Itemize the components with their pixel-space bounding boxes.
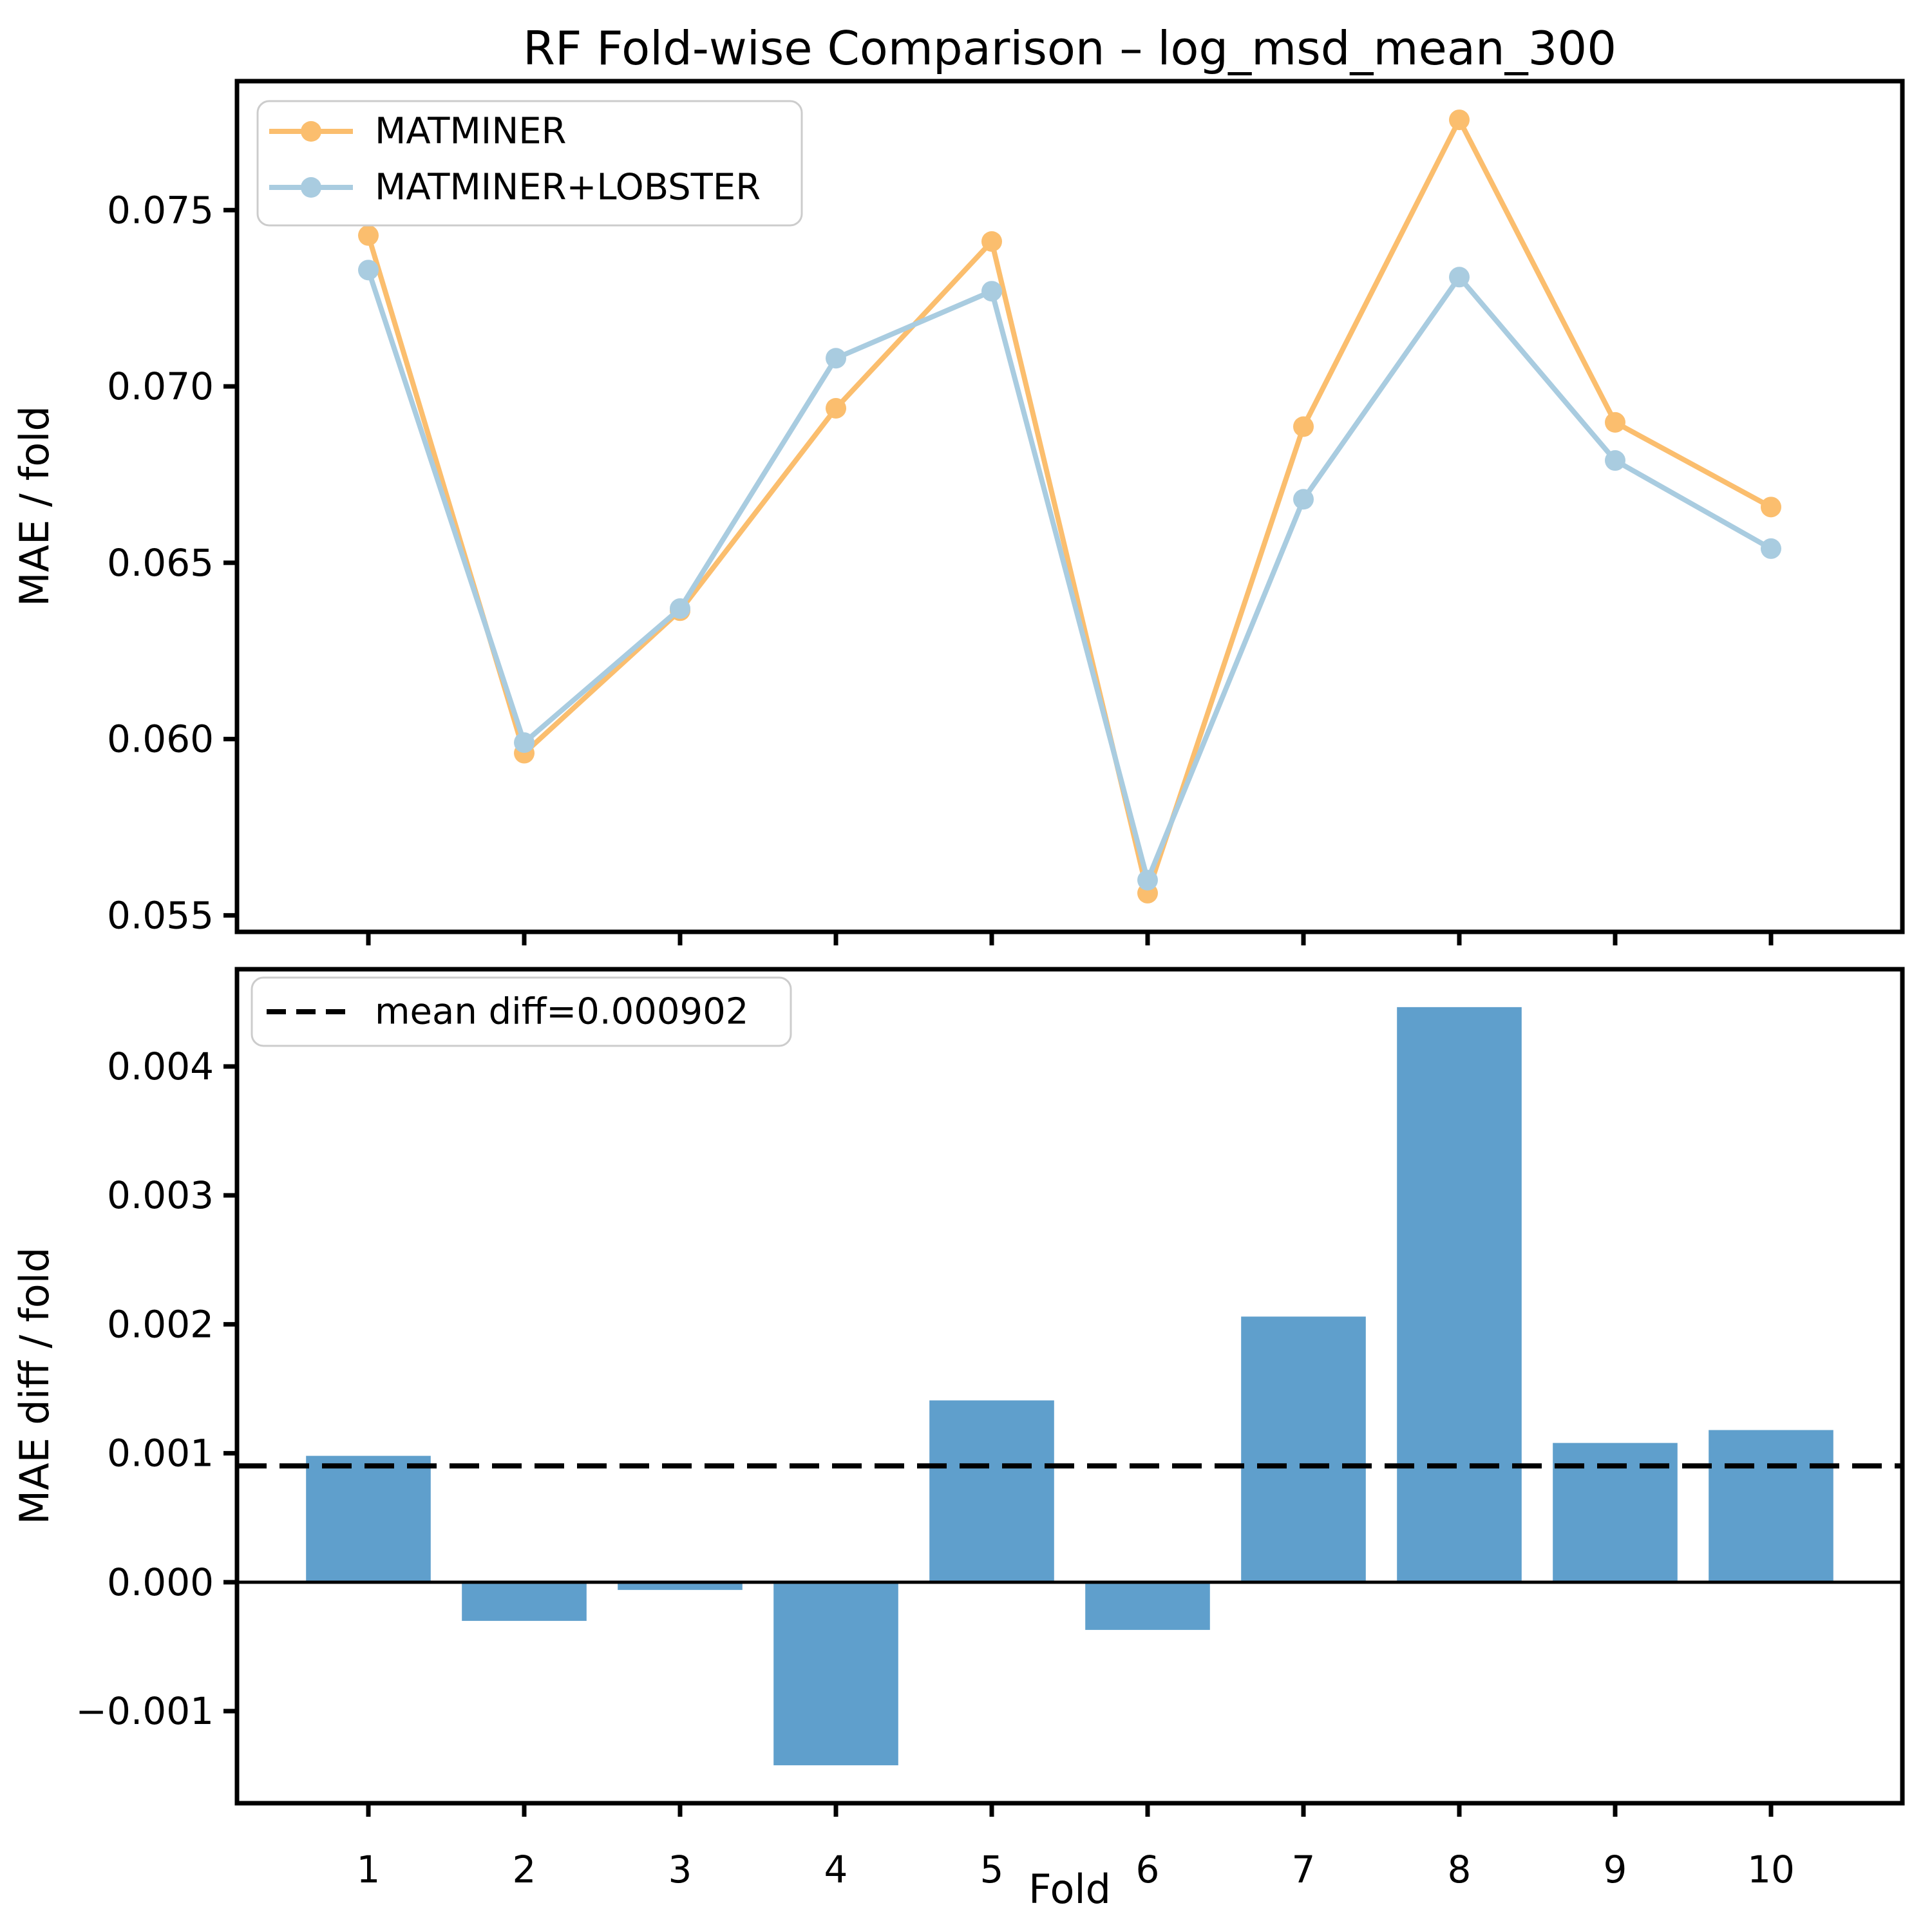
top-y-tick-label: 0.065	[107, 541, 214, 585]
top-line-chart: 0.055 0.060 0.065 0.070 0.075 MATMINER MATMI…	[11, 81, 1902, 945]
point-matminer+lobster-fold-10	[1761, 538, 1781, 559]
chart-title: RF Fold-wise Comparison – log_msd_mean_3…	[523, 21, 1616, 75]
x-tick-label-fold-1: 1	[357, 1848, 381, 1891]
point-matminer-fold-9	[1605, 412, 1625, 433]
diff-bar-fold-7	[1241, 1316, 1366, 1582]
point-matminer+lobster-fold-2	[514, 732, 535, 753]
top-plot-area: 0.055 0.060 0.065 0.070 0.075	[107, 109, 1781, 945]
bottom-legend: mean diff=0.000902	[252, 978, 791, 1046]
legend-label-lobster: MATMINER+LOBSTER	[375, 167, 761, 209]
x-tick-label-fold-5: 5	[980, 1848, 1004, 1891]
bottom-y-tick-label: −0.001	[75, 1689, 214, 1733]
point-matminer-fold-1	[358, 225, 379, 246]
diff-bar-fold-10	[1709, 1430, 1833, 1582]
point-matminer-fold-7	[1293, 416, 1314, 437]
legend-label-mean-diff: mean diff=0.000902	[375, 991, 748, 1033]
diff-bar-fold-8	[1397, 1007, 1522, 1582]
top-y-tick-label: 0.075	[107, 188, 214, 232]
bottom-axes-border	[237, 969, 1902, 1803]
bottom-y-tick-label: 0.004	[107, 1045, 214, 1088]
point-matminer+lobster-fold-1	[358, 260, 379, 280]
bottom-y-tick-label: 0.001	[107, 1432, 214, 1475]
x-tick-label-fold-4: 4	[824, 1848, 848, 1891]
point-matminer+lobster-fold-4	[826, 348, 846, 368]
x-tick-label-fold-2: 2	[513, 1848, 536, 1891]
top-y-tick-label: 0.055	[107, 893, 214, 937]
diff-bar-fold-5	[929, 1401, 1054, 1582]
diff-bar-fold-2	[462, 1582, 587, 1621]
x-axis-label: Fold	[1028, 1866, 1111, 1913]
x-tick-label-fold-6: 6	[1136, 1848, 1160, 1891]
point-matminer+lobster-fold-3	[670, 598, 690, 619]
point-matminer-fold-5	[981, 231, 1002, 252]
point-matminer-fold-10	[1761, 497, 1781, 517]
x-tick-label-fold-10: 10	[1747, 1848, 1795, 1891]
bottom-y-axis-label: MAE diff / fold	[11, 1247, 58, 1525]
figure: RF Fold-wise Comparison – log_msd_mean_3…	[0, 0, 1932, 1932]
top-y-axis-label: MAE / fold	[11, 406, 58, 607]
bottom-bar-chart: −0.001 0.000 0.001 0.002 0.003 0.004 1 2 3 4 5 6 7 8 9…	[11, 969, 1902, 1913]
line-series-matminer	[368, 120, 1771, 893]
top-y-tick-label: 0.060	[107, 717, 214, 761]
top-y-tick-label: 0.070	[107, 365, 214, 408]
x-tick-label-fold-8: 8	[1448, 1848, 1472, 1891]
diff-bar-fold-1	[306, 1456, 431, 1582]
legend-marker-lobster	[301, 177, 321, 198]
bottom-y-tick-label: 0.000	[107, 1560, 214, 1604]
diff-bar-fold-6	[1085, 1582, 1210, 1630]
bottom-y-tick-label: 0.002	[107, 1302, 214, 1346]
point-matminer+lobster-fold-6	[1137, 870, 1158, 891]
diff-bar-fold-4	[773, 1582, 898, 1765]
chart-canvas: RF Fold-wise Comparison – log_msd_mean_3…	[0, 0, 1932, 1932]
x-tick-label-fold-9: 9	[1604, 1848, 1627, 1891]
x-tick-label-fold-3: 3	[668, 1848, 692, 1891]
legend-label-matminer: MATMINER	[375, 111, 567, 153]
point-matminer-fold-8	[1449, 109, 1470, 130]
bottom-y-tick-label: 0.003	[107, 1173, 214, 1217]
point-matminer+lobster-fold-8	[1449, 267, 1470, 287]
point-matminer+lobster-fold-9	[1605, 450, 1625, 471]
bottom-plot-area: −0.001 0.000 0.001 0.002 0.003 0.004 1 2 3 4 5 6 7 8 9…	[75, 1007, 1902, 1891]
point-matminer+lobster-fold-5	[981, 281, 1002, 301]
point-matminer+lobster-fold-7	[1293, 489, 1314, 509]
top-legend: MATMINER MATMINER+LOBSTER	[258, 101, 802, 225]
point-matminer-fold-4	[826, 398, 846, 419]
legend-marker-matminer	[301, 121, 321, 142]
x-tick-label-fold-7: 7	[1292, 1848, 1316, 1891]
